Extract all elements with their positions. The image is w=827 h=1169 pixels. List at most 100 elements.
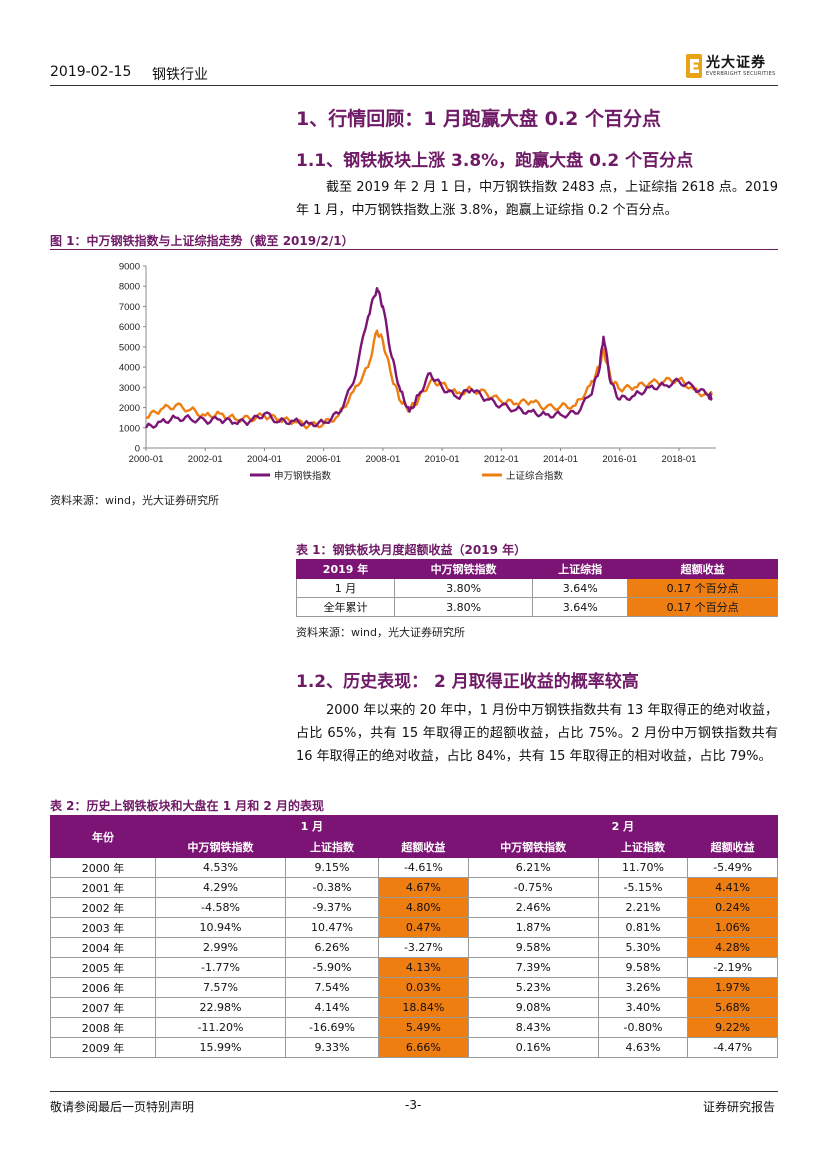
t2-year-cell: 2003 年	[50, 917, 156, 938]
table-row: 2002 年 -4.58% -9.37% 4.80% 2.46% 2.21% 0.24%	[50, 897, 778, 918]
t2-cell: 15.99%	[155, 1037, 286, 1058]
t1-cell: 1 月	[295, 578, 396, 598]
table-2-title: 表 2：历史上钢铁板块和大盘在 1 月和 2 月的表现	[50, 799, 324, 813]
x-tick-label: 2002-01	[188, 454, 223, 465]
t2-jan-excess-cell: 5.49%	[378, 1017, 469, 1038]
footer-divider	[50, 1091, 778, 1092]
t2-cell: 7.54%	[284, 977, 380, 998]
t1-excess-cell: 0.17 个百分点	[627, 597, 778, 617]
table-row: 2006 年 7.57% 7.54% 0.03% 5.23% 3.26% 1.97%	[50, 977, 778, 998]
t2-feb-excess-cell: 9.22%	[687, 1017, 778, 1038]
x-tick-label: 2000-01	[129, 454, 164, 465]
t2-cell: 5.30%	[597, 937, 689, 958]
x-tick-label: 2010-01	[425, 454, 460, 465]
t2-jan-excess-cell: -4.61%	[378, 857, 469, 878]
t2-cell: 10.47%	[284, 917, 380, 938]
t1-cell: 3.64%	[532, 597, 629, 617]
t2-subheader: 上证指数	[284, 836, 380, 858]
t2-jan-excess-cell: 6.66%	[378, 1037, 469, 1058]
figure-1-title: 图 1：中万钢铁指数与上证综指走势（截至 2019/2/1）	[50, 234, 354, 248]
logo-text-en: EVERBRIGHT SECURITIES	[706, 71, 776, 77]
t2-cell: 9.15%	[284, 857, 380, 878]
t2-cell: 0.81%	[597, 917, 689, 938]
table-row: 2003 年 10.94% 10.47% 0.47% 1.87% 0.81% 1.06%	[50, 917, 778, 938]
section-1-title: 1、行情回顾：1 月跑赢大盘 0.2 个百分点	[296, 108, 661, 130]
t2-cell: 4.63%	[597, 1037, 689, 1058]
t2-jan-excess-cell: 0.03%	[378, 977, 469, 998]
table-row: 2009 年 15.99% 9.33% 6.66% 0.16% 4.63% -4.47%	[50, 1037, 778, 1058]
t2-cell: 10.94%	[155, 917, 286, 938]
y-tick-label: 6000	[119, 322, 140, 333]
section-1-1-title: 1.1、钢铁板块上涨 3.8%，跑赢大盘 0.2 个百分点	[296, 151, 694, 171]
t2-year-cell: 2007 年	[50, 997, 156, 1018]
t2-cell: 8.43%	[467, 1017, 599, 1038]
line-chart: 0 1000 2000 3000 4000 5000 6000 7000 8000 9000 20…	[119, 262, 716, 482]
t2-year-header: 年份	[50, 815, 156, 858]
t2-feb-excess-cell: 5.68%	[687, 997, 778, 1018]
t2-cell: -1.77%	[155, 957, 286, 978]
t2-cell: 1.87%	[467, 917, 599, 938]
t2-jan-excess-cell: 0.47%	[378, 917, 469, 938]
y-tick-label: 8000	[119, 282, 140, 293]
t2-year-cell: 2004 年	[50, 937, 156, 958]
t2-year-cell: 2006 年	[50, 977, 156, 998]
t1-header: 超额收益	[627, 559, 778, 579]
t2-cell: 9.33%	[284, 1037, 380, 1058]
t2-year-cell: 2009 年	[50, 1037, 156, 1058]
t2-cell: -5.15%	[597, 877, 689, 898]
t2-cell: 4.29%	[155, 877, 286, 898]
t2-cell: 2.99%	[155, 937, 286, 958]
t2-year-cell: 2005 年	[50, 957, 156, 978]
t2-cell: 6.26%	[284, 937, 380, 958]
t2-subheader: 中万钢铁指数	[155, 836, 286, 858]
table-1: 2019 年 中万钢铁指数 上证综指 超额收益 1 月 3.80% 3.64% …	[295, 559, 778, 617]
y-tick-label: 3000	[119, 383, 140, 394]
t2-cell: -5.90%	[284, 957, 380, 978]
t2-year-cell: 2008 年	[50, 1017, 156, 1038]
t2-cell: 7.57%	[155, 977, 286, 998]
t2-cell: 9.58%	[597, 957, 689, 978]
x-tick-label: 2008-01	[365, 454, 400, 465]
footer-disclaimer: 敬请参阅最后一页特别声明	[50, 1100, 195, 1114]
t2-subheader: 上证指数	[597, 836, 689, 858]
t1-cell: 全年累计	[295, 597, 396, 617]
t2-cell: -0.75%	[467, 877, 599, 898]
t2-cell: -9.37%	[284, 897, 380, 918]
t2-cell: 4.14%	[284, 997, 380, 1018]
footer-report-type: 证券研究报告	[703, 1100, 776, 1114]
t2-feb-excess-cell: -2.19%	[687, 957, 778, 978]
t2-cell: 3.26%	[597, 977, 689, 998]
t2-year-cell: 2000 年	[50, 857, 156, 878]
y-tick-label: 4000	[119, 363, 140, 374]
x-tick-label: 2012-01	[484, 454, 519, 465]
t2-feb-excess-cell: 4.41%	[687, 877, 778, 898]
t2-subheader: 超额收益	[687, 836, 778, 858]
t2-cell: 4.53%	[155, 857, 286, 878]
t2-cell: 2.21%	[597, 897, 689, 918]
table-row: 2000 年 4.53% 9.15% -4.61% 6.21% 11.70% -5.49%	[50, 857, 778, 878]
t1-excess-cell: 0.17 个百分点	[627, 578, 778, 598]
t2-cell: 5.23%	[467, 977, 599, 998]
t2-subheader: 中万钢铁指数	[467, 836, 599, 858]
x-tick-label: 2004-01	[247, 454, 282, 465]
industry-label: 钢铁行业	[152, 67, 208, 83]
table-2: 年份 1 月 2 月 中万钢铁指数 上证指数 超额收益 中万钢铁指数 上证指数 …	[50, 815, 779, 1058]
y-tick-label: 9000	[119, 262, 140, 273]
t2-feb-excess-cell: -5.49%	[687, 857, 778, 878]
t2-cell: 0.16%	[467, 1037, 599, 1058]
t2-cell: 11.70%	[597, 857, 689, 878]
logo-text-cn: 光大证券	[706, 55, 766, 71]
x-tick-label: 2006-01	[306, 454, 341, 465]
t1-header: 上证综指	[532, 559, 629, 579]
header-divider	[50, 85, 778, 86]
legend-label-1: 上证综合指数	[506, 470, 564, 482]
t2-group-header-jan: 1 月	[155, 815, 469, 837]
t2-feb-excess-cell: 4.28%	[687, 937, 778, 958]
t2-cell: 6.21%	[467, 857, 599, 878]
series-line-1	[145, 329, 713, 430]
t2-jan-excess-cell: 4.80%	[378, 897, 469, 918]
logo-mark-icon	[686, 54, 702, 78]
t2-cell: 2.46%	[467, 897, 599, 918]
t2-cell: -0.80%	[597, 1017, 689, 1038]
t2-feb-excess-cell: 0.24%	[687, 897, 778, 918]
